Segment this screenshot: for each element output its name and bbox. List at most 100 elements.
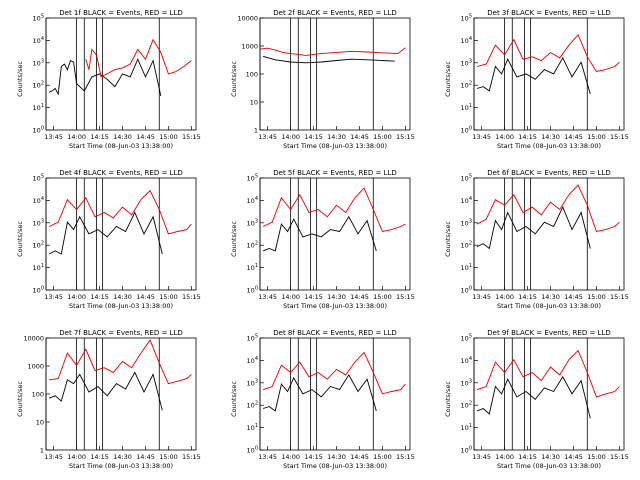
plot-frame — [259, 17, 411, 131]
x-tick-label: 14:45 — [350, 453, 369, 461]
y-tick-label: 104 — [461, 36, 472, 45]
y-axis-label: Counts/sec — [444, 221, 452, 257]
events-series-line — [48, 371, 163, 411]
x-tick-label: 15:00 — [373, 133, 392, 141]
y-axis-label: Counts/sec — [444, 381, 452, 417]
y-axis-label: Counts/sec — [16, 221, 24, 257]
x-tick-label: 14:00 — [67, 133, 86, 141]
plot-frame — [473, 177, 625, 291]
x-tick-label: 15:15 — [610, 453, 629, 461]
y-tick-label: 10000 — [23, 335, 44, 343]
x-tick-label: 14:30 — [541, 453, 560, 461]
x-tick-label: 13:45 — [44, 453, 63, 461]
panel-title: Det 3f BLACK = Events, RED = LLD — [487, 9, 610, 17]
y-axis-label: Counts/sec — [16, 61, 24, 97]
y-tick-label: 104 — [461, 196, 472, 205]
y-tick-label: 105 — [461, 14, 472, 23]
plot-frame — [45, 17, 197, 131]
x-tick-label: 14:15 — [90, 453, 109, 461]
x-tick-label: 14:00 — [281, 133, 300, 141]
x-tick-label: 15:00 — [373, 293, 392, 301]
detector-panel: Det 6f BLACK = Events, RED = LLD 100 101 10… — [444, 169, 629, 310]
y-axis-label: Counts/sec — [16, 381, 24, 417]
plot-frame — [259, 337, 411, 451]
x-tick-label: 13:45 — [472, 453, 491, 461]
y-tick-label: 101 — [461, 263, 472, 272]
y-tick-label: 104 — [461, 356, 472, 365]
panel-title: Det 2f BLACK = Events, RED = LLD — [273, 9, 396, 17]
lld-series-line — [476, 184, 620, 233]
y-tick-label: 102 — [33, 81, 44, 90]
x-tick-label: 14:30 — [327, 293, 346, 301]
y-tick-label: 103 — [461, 58, 472, 67]
y-tick-label: 10000 — [237, 15, 258, 23]
y-tick-label: 104 — [33, 196, 44, 205]
x-tick-label: 15:15 — [396, 293, 415, 301]
x-tick-label: 13:45 — [44, 133, 63, 141]
x-tick-label: 14:00 — [67, 453, 86, 461]
lld-series-line — [49, 339, 192, 385]
y-tick-label: 104 — [33, 36, 44, 45]
y-tick-label: 1 — [40, 447, 44, 455]
x-tick-label: 14:15 — [518, 293, 537, 301]
y-tick-label: 102 — [461, 241, 472, 250]
x-tick-label: 15:00 — [587, 133, 606, 141]
x-axis-label: Start Time (08-Jun-03 13:38:00) — [497, 462, 601, 470]
x-tick-label: 15:00 — [373, 453, 392, 461]
lld-series-line — [259, 47, 406, 56]
panel-title: Det 9f BLACK = Events, RED = LLD — [487, 329, 610, 337]
events-series-line — [476, 205, 591, 250]
x-tick-label: 15:00 — [159, 453, 178, 461]
plot-frame — [259, 177, 411, 291]
y-tick-label: 102 — [33, 241, 44, 250]
y-tick-label: 100 — [461, 446, 472, 455]
y-tick-label: 100 — [461, 126, 472, 135]
x-tick-label: 15:15 — [182, 453, 201, 461]
x-axis-label: Start Time (08-Jun-03 13:38:00) — [69, 462, 173, 470]
x-tick-label: 14:30 — [113, 133, 132, 141]
lld-series-line — [262, 351, 406, 395]
y-tick-label: 101 — [461, 423, 472, 432]
y-tick-label: 104 — [247, 356, 258, 365]
y-tick-label: 102 — [247, 401, 258, 410]
x-tick-label: 13:45 — [44, 293, 63, 301]
plot-frame — [473, 337, 625, 451]
x-tick-label: 14:30 — [113, 293, 132, 301]
lld-series-line — [85, 38, 192, 78]
y-tick-label: 100 — [246, 71, 258, 79]
x-tick-label: 13:45 — [258, 293, 277, 301]
y-tick-label: 101 — [247, 423, 258, 432]
plot-frame — [45, 177, 197, 291]
detector-panel: Det 9f BLACK = Events, RED = LLD 100 101 10… — [444, 329, 629, 470]
y-tick-label: 103 — [247, 378, 258, 387]
panel-title: Det 6f BLACK = Events, RED = LLD — [487, 169, 610, 177]
panel-title: Det 5f BLACK = Events, RED = LLD — [273, 169, 396, 177]
y-tick-label: 105 — [461, 174, 472, 183]
y-tick-label: 102 — [461, 401, 472, 410]
y-tick-label: 100 — [32, 391, 44, 399]
lld-series-line — [476, 349, 620, 398]
y-tick-label: 101 — [461, 103, 472, 112]
lld-series-line — [262, 187, 406, 233]
plot-frame — [473, 17, 625, 131]
x-tick-label: 15:00 — [587, 453, 606, 461]
detector-panel: Det 4f BLACK = Events, RED = LLD 100 101 10… — [16, 169, 201, 310]
y-tick-label: 102 — [461, 81, 472, 90]
detector-panel: Det 5f BLACK = Events, RED = LLD 100 101 10… — [230, 169, 415, 310]
x-tick-label: 14:15 — [304, 293, 323, 301]
x-tick-label: 14:15 — [90, 133, 109, 141]
y-tick-label: 10 — [36, 419, 44, 427]
x-tick-label: 14:45 — [564, 133, 583, 141]
x-tick-label: 14:45 — [564, 293, 583, 301]
x-tick-label: 14:30 — [541, 133, 560, 141]
x-tick-label: 14:00 — [67, 293, 86, 301]
detector-panel: Det 7f BLACK = Events, RED = LLD 1 10 100 10… — [16, 329, 201, 470]
y-tick-label: 1000 — [27, 363, 44, 371]
x-axis-label: Start Time (08-Jun-03 13:38:00) — [69, 302, 173, 310]
x-axis-label: Start Time (08-Jun-03 13:38:00) — [283, 462, 387, 470]
y-tick-label: 101 — [33, 103, 44, 112]
x-tick-label: 13:45 — [258, 453, 277, 461]
events-series-line — [262, 55, 395, 64]
y-tick-label: 102 — [247, 241, 258, 250]
